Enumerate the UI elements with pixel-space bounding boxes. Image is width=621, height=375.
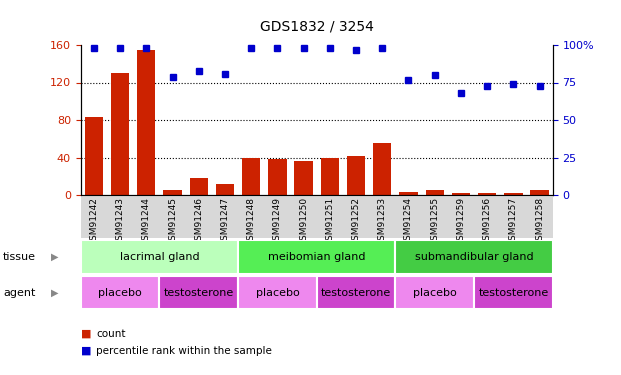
Bar	[478, 193, 496, 195]
Text: GSM91251: GSM91251	[325, 197, 334, 246]
Text: GSM91253: GSM91253	[378, 197, 387, 246]
Text: percentile rank within the sample: percentile rank within the sample	[96, 346, 272, 355]
Bar	[137, 50, 155, 195]
Text: GSM91248: GSM91248	[247, 197, 256, 246]
Text: GSM91254: GSM91254	[404, 197, 413, 246]
Bar	[396, 276, 474, 309]
Bar	[474, 276, 553, 309]
Text: submandibular gland: submandibular gland	[415, 252, 533, 262]
Bar	[242, 158, 260, 195]
Bar	[320, 158, 339, 195]
Text: GSM91257: GSM91257	[509, 197, 518, 246]
Bar	[268, 159, 286, 195]
Bar	[163, 190, 182, 195]
Bar	[81, 240, 238, 274]
Text: testosterone: testosterone	[321, 288, 391, 297]
Text: ▶: ▶	[51, 288, 58, 297]
Text: GSM91252: GSM91252	[351, 197, 361, 246]
Bar	[504, 193, 522, 195]
Text: GSM91259: GSM91259	[456, 197, 465, 246]
Bar	[396, 240, 553, 274]
Bar	[238, 276, 317, 309]
Text: ■: ■	[81, 346, 91, 355]
Text: GSM91245: GSM91245	[168, 197, 177, 246]
Bar	[111, 73, 129, 195]
Bar	[81, 276, 160, 309]
Bar	[294, 161, 313, 195]
Bar	[84, 117, 103, 195]
Text: agent: agent	[3, 288, 35, 297]
Bar	[238, 240, 396, 274]
Text: GSM91255: GSM91255	[430, 197, 439, 246]
Bar	[373, 144, 391, 195]
Text: meibomian gland: meibomian gland	[268, 252, 366, 262]
Text: count: count	[96, 329, 126, 339]
Text: GSM91242: GSM91242	[89, 197, 98, 246]
Bar	[399, 192, 418, 195]
Text: lacrimal gland: lacrimal gland	[120, 252, 199, 262]
Text: placebo: placebo	[98, 288, 142, 297]
Text: GSM91258: GSM91258	[535, 197, 544, 246]
Bar	[317, 276, 396, 309]
Bar	[451, 193, 470, 195]
Text: GSM91246: GSM91246	[194, 197, 203, 246]
Text: testosterone: testosterone	[478, 288, 548, 297]
Bar	[189, 178, 208, 195]
Text: GSM91256: GSM91256	[483, 197, 492, 246]
Text: testosterone: testosterone	[163, 288, 234, 297]
Text: ■: ■	[81, 329, 91, 339]
Bar	[530, 190, 549, 195]
Bar	[215, 184, 234, 195]
Text: GSM91250: GSM91250	[299, 197, 308, 246]
Text: placebo: placebo	[413, 288, 456, 297]
Bar	[347, 156, 365, 195]
Text: GSM91249: GSM91249	[273, 197, 282, 246]
Text: ▶: ▶	[51, 252, 58, 262]
Bar	[160, 276, 238, 309]
Text: tissue: tissue	[3, 252, 36, 262]
Text: GDS1832 / 3254: GDS1832 / 3254	[260, 19, 374, 33]
Text: GSM91243: GSM91243	[116, 197, 125, 246]
Text: GSM91244: GSM91244	[142, 197, 151, 246]
Text: placebo: placebo	[255, 288, 299, 297]
Text: GSM91247: GSM91247	[220, 197, 229, 246]
Bar	[425, 190, 444, 195]
